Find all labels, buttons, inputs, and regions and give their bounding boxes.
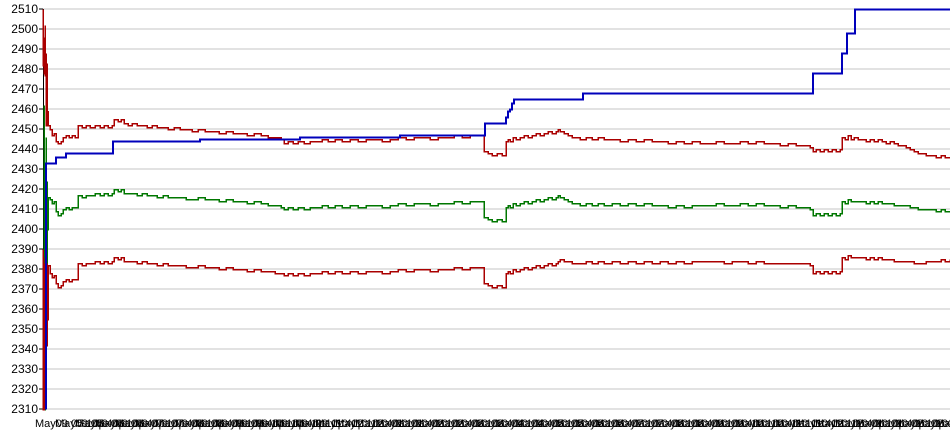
- y-tick-label: 2410: [11, 202, 38, 216]
- x-tick-label: May09 10:10p: [235, 418, 305, 430]
- x-tick-label: May09 10:40p: [255, 418, 325, 430]
- x-tick-label: May10 12:40p: [815, 418, 885, 430]
- x-tick-label: May09 08:40p: [175, 418, 245, 430]
- x-tick-label: May10 03:10p: [915, 418, 950, 430]
- x-tick-label: May10 02:10a: [395, 418, 466, 430]
- x-tick-label: May10 12:10p: [795, 418, 865, 430]
- blue-series-line: [45, 8, 950, 410]
- x-tick-label: May10 08:10a: [635, 418, 706, 430]
- x-tick-label: May10 11:10a: [755, 418, 825, 430]
- x-tick-label: May10 06:40a: [575, 418, 646, 430]
- x-tick-label: May10 12:10a: [315, 418, 386, 430]
- x-tick-label: May10 01:10a: [355, 418, 426, 430]
- y-tick-label: 2380: [11, 262, 38, 276]
- green-series-line: [43, 105, 950, 411]
- x-tick-label: May09 09:10p: [195, 418, 265, 430]
- x-tick-label: May09 06:10p: [75, 418, 145, 430]
- y-tick-label: 2340: [11, 342, 38, 356]
- x-tick-label: May10 03:40a: [455, 418, 526, 430]
- y-tick-label: 2370: [11, 282, 38, 296]
- y-tick-label: 2460: [11, 102, 38, 116]
- x-tick-label: May10 08:40a: [655, 418, 726, 430]
- x-tick-label: May09 11:10p: [275, 418, 344, 430]
- x-tick-label: May10 07:10a: [595, 418, 666, 430]
- y-tick-label: 2500: [11, 22, 38, 36]
- x-tick-label: May09 05:40p: [55, 418, 125, 430]
- red-series-upper-line: [42, 9, 950, 159]
- x-tick-label: May09 07:10p: [115, 418, 185, 430]
- y-tick-label: 2420: [11, 182, 38, 196]
- x-tick-label: May10 11:40a: [775, 418, 845, 430]
- y-tick-label: 2320: [11, 382, 38, 396]
- y-tick-label: 2350: [11, 322, 38, 336]
- y-tick-label: 2330: [11, 362, 38, 376]
- y-tick-label: 2430: [11, 162, 38, 176]
- x-tick-label: May10 05:10a: [515, 418, 586, 430]
- x-tick-label: May09 09:40p: [215, 418, 285, 430]
- x-tick-label: May09 05:10p: [35, 418, 105, 430]
- y-tick-label: 2490: [11, 42, 38, 56]
- y-tick-label: 2310: [11, 402, 38, 416]
- y-tick-label: 2450: [11, 122, 38, 136]
- y-tick-label: 2480: [11, 62, 38, 76]
- x-tick-label: May09 06:40p: [95, 418, 165, 430]
- x-tick-label: May10 01:10p: [835, 418, 905, 430]
- x-tick-label: May09 08:10p: [155, 418, 225, 430]
- x-tick-label: May10 01:40a: [375, 418, 446, 430]
- x-tick-label: May10 06:10a: [555, 418, 626, 430]
- y-tick-label: 2470: [11, 82, 38, 96]
- x-tick-label: May10 09:40a: [695, 418, 766, 430]
- x-tick-label: May10 02:10p: [875, 418, 945, 430]
- x-tick-label: May10 07:40a: [615, 418, 686, 430]
- x-tick-label: May10 02:40a: [415, 418, 486, 430]
- x-tick-label: May10 01:40p: [855, 418, 925, 430]
- x-tick-label: May09 07:40p: [135, 418, 205, 430]
- y-tick-label: 2360: [11, 302, 38, 316]
- x-tick-label: May10 12:40a: [335, 418, 406, 430]
- x-tick-label: May10 04:10a: [475, 418, 546, 430]
- y-tick-label: 2390: [11, 242, 38, 256]
- x-tick-label: May10 10:10a: [715, 418, 786, 430]
- x-tick-label: May10 03:10a: [435, 418, 506, 430]
- x-tick-label: May10 05:40a: [535, 418, 606, 430]
- red-series-lower-line: [42, 249, 950, 411]
- x-tick-label: May10 04:40a: [495, 418, 566, 430]
- y-tick-label: 2400: [11, 222, 38, 236]
- x-tick-label: May10 09:10a: [675, 418, 746, 430]
- x-tick-label: May09 11:40p: [295, 418, 364, 430]
- y-tick-label: 2440: [11, 142, 38, 156]
- y-tick-label: 2510: [11, 2, 38, 16]
- x-tick-label: May10 03:40p: [935, 418, 950, 430]
- x-tick-label: May10 02:40p: [895, 418, 950, 430]
- x-tick-label: May10 10:40a: [735, 418, 806, 430]
